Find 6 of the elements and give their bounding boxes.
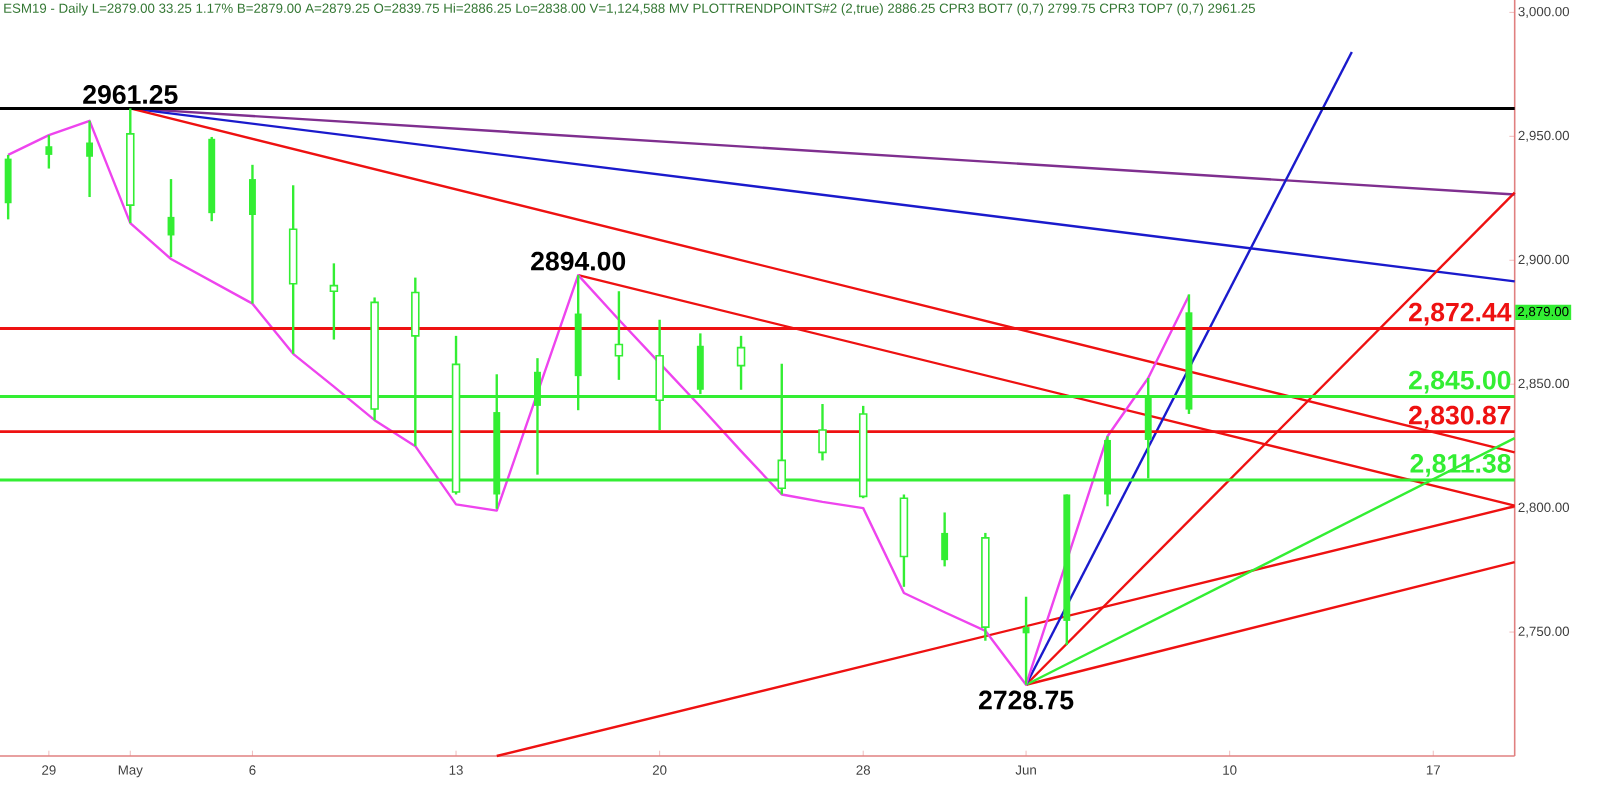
- annotation: 2961.25: [83, 85, 178, 104]
- ref-line-label: 2,830.87: [1409, 405, 1511, 429]
- ref-line-label: 2,872.44: [1409, 302, 1512, 326]
- ref-line-label: 2,845.00: [1409, 370, 1511, 394]
- annotation: 2894.00: [531, 251, 626, 271]
- annotation: 2728.75: [978, 690, 1074, 710]
